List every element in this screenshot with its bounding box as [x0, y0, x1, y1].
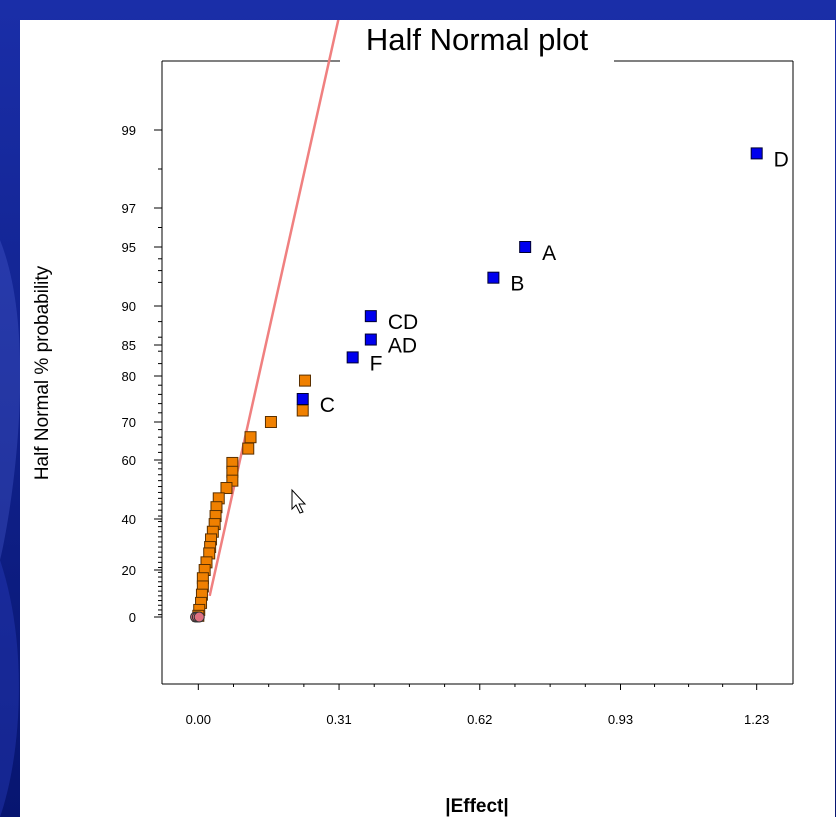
error-point: [298, 374, 311, 387]
x-tick-label: 0.31: [326, 712, 351, 727]
effect-label: CD: [388, 311, 418, 334]
x-tick-label: 0.93: [608, 712, 633, 727]
effect-point: [487, 271, 500, 284]
y-tick-label: 0: [129, 610, 136, 625]
effect-point: [364, 310, 377, 323]
y-tick-label: 95: [122, 240, 136, 255]
y-tick-label: 99: [122, 123, 136, 138]
error-point: [242, 442, 255, 455]
reference-line: [208, 20, 340, 597]
effect-point: [296, 393, 309, 405]
plot-frame: [161, 60, 794, 685]
effect-label: C: [320, 394, 335, 417]
effect-point: [364, 333, 377, 346]
y-tick-label: 90: [122, 299, 136, 314]
y-tick-label: 70: [122, 415, 136, 430]
effect-label: B: [510, 273, 524, 296]
y-axis-title: Half Normal % probability: [32, 265, 53, 480]
error-point: [220, 482, 233, 495]
effect-label: AD: [388, 335, 417, 358]
y-tick-label: 97: [122, 201, 136, 216]
axis-ticks: 0.00 0.31 0.62 0.93 1.23 0 20 40 60 70 80 85 90 95 97 9…: [122, 123, 770, 727]
effect-point: [346, 351, 359, 364]
effect-label: A: [542, 242, 556, 265]
x-tick-label: 0.62: [467, 712, 492, 727]
x-tick-label: 0.00: [186, 712, 211, 727]
chart-panel: D A B CD AD F C 0.00 0.31 0.62 0.93 1.23 0 20 40 60 70 8…: [20, 20, 835, 817]
error-point: [244, 431, 257, 444]
chart-title: Half Normal plot: [366, 22, 589, 57]
origin-point: [193, 611, 205, 623]
y-tick-label: 40: [122, 512, 136, 527]
points-group: [190, 147, 763, 623]
reference-line-group: [208, 20, 340, 597]
error-point: [296, 404, 309, 417]
y-tick-label: 85: [122, 338, 136, 353]
y-tick-label: 20: [122, 563, 136, 578]
mouse-cursor-icon: [291, 488, 307, 514]
error-point: [264, 416, 277, 428]
effect-label: F: [370, 352, 383, 375]
y-tick-label: 80: [122, 369, 136, 384]
x-axis-title: |Effect|: [445, 796, 508, 817]
x-tick-label: 1.23: [744, 712, 769, 727]
y-tick-label: 60: [122, 453, 136, 468]
effect-label: D: [774, 148, 789, 171]
effect-point: [519, 241, 532, 253]
effect-point: [750, 147, 763, 160]
